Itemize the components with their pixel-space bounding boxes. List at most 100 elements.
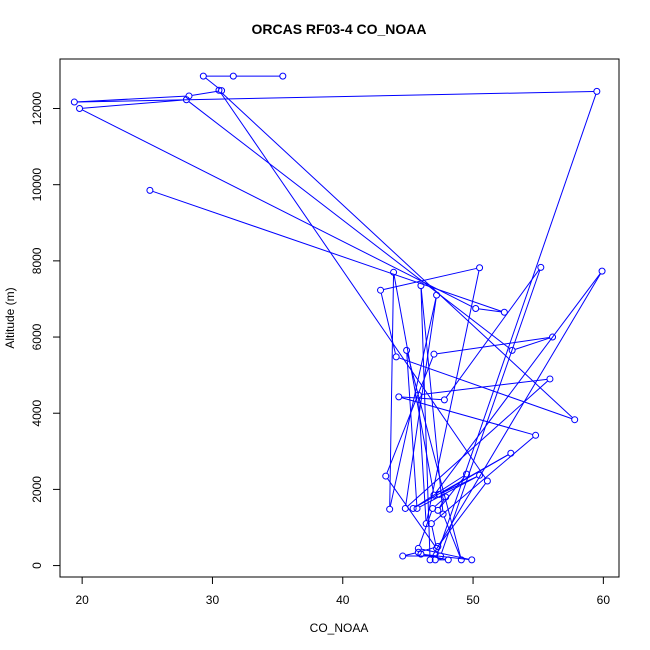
data-point xyxy=(377,286,385,294)
data-point xyxy=(442,493,450,501)
y-axis: 0 2000 4000 6000 8000 10000 12000 xyxy=(30,92,60,569)
series-segment xyxy=(421,378,547,396)
data-point xyxy=(593,87,601,95)
data-point xyxy=(76,105,84,113)
series-segment xyxy=(515,337,550,350)
series-segment xyxy=(437,337,550,355)
y-tick-label: 4000 xyxy=(30,400,44,427)
data-point xyxy=(431,556,439,564)
data-point xyxy=(457,556,465,564)
data-point xyxy=(549,333,557,341)
series-segment xyxy=(418,398,427,521)
series-segment xyxy=(405,298,437,506)
data-point xyxy=(434,543,442,551)
data-point xyxy=(417,282,425,290)
series-segment xyxy=(431,273,601,558)
data-point xyxy=(532,431,540,439)
series-segment xyxy=(220,92,486,479)
data-point xyxy=(414,391,422,399)
data-point xyxy=(392,353,400,361)
series-segment xyxy=(205,77,220,90)
data-point xyxy=(468,556,476,564)
data-point xyxy=(395,393,403,401)
data-point xyxy=(430,350,438,358)
series-segment xyxy=(192,90,219,96)
series-segment xyxy=(478,308,502,313)
series-segment xyxy=(433,436,534,522)
series-segment xyxy=(441,270,541,554)
data-point xyxy=(435,490,443,498)
series-segment xyxy=(406,353,462,557)
x-tick-label: 60 xyxy=(597,593,611,607)
data-point xyxy=(430,491,438,499)
series-segment xyxy=(393,275,434,493)
series-segment xyxy=(389,298,437,507)
data-point xyxy=(70,98,78,106)
data-point xyxy=(414,548,422,556)
data-point xyxy=(500,308,508,316)
plot-frame xyxy=(59,58,620,578)
x-axis: 20 30 40 50 60 xyxy=(75,577,610,607)
data-point xyxy=(413,504,421,512)
data-point xyxy=(433,291,441,299)
data-point xyxy=(546,375,554,383)
series-segment xyxy=(431,526,437,546)
series-segment xyxy=(82,99,184,109)
series-segment xyxy=(405,552,416,556)
series-segment xyxy=(220,92,573,418)
data-point xyxy=(399,552,407,560)
x-tick-label: 30 xyxy=(206,593,220,607)
data-point xyxy=(427,520,435,528)
series-segment xyxy=(406,353,418,506)
data-point xyxy=(403,346,411,354)
x-tick-label: 50 xyxy=(466,593,480,607)
series-segment xyxy=(389,275,395,507)
data-point xyxy=(571,416,579,424)
data-point xyxy=(146,186,154,194)
data-point xyxy=(218,87,226,95)
data-point xyxy=(279,72,287,80)
data-point xyxy=(537,263,545,271)
data-point xyxy=(390,268,398,276)
series-segment xyxy=(387,478,436,547)
data-point xyxy=(440,396,448,404)
data-point xyxy=(414,544,422,552)
series-segment xyxy=(386,356,434,474)
data-point xyxy=(444,556,452,564)
y-tick-label: 8000 xyxy=(30,247,44,274)
data-point xyxy=(382,472,390,480)
series-segment xyxy=(418,511,433,546)
data-point xyxy=(476,471,484,479)
series-points xyxy=(70,72,606,564)
data-point xyxy=(472,304,480,312)
series-segment xyxy=(445,269,540,398)
y-tick-label: 0 xyxy=(30,562,44,569)
chart-title: ORCAS RF03-4 CO_NOAA xyxy=(251,21,426,37)
y-tick-label: 10000 xyxy=(30,168,44,202)
x-tick-label: 20 xyxy=(75,593,89,607)
data-point xyxy=(463,470,471,478)
data-point xyxy=(215,86,223,94)
series-segment xyxy=(419,476,477,508)
y-axis-label: Altitude (m) xyxy=(3,287,17,348)
series-segment xyxy=(77,95,186,103)
series-segment xyxy=(443,516,461,558)
series-segment xyxy=(435,94,597,557)
data-point xyxy=(439,510,447,518)
data-point xyxy=(483,477,491,485)
series-segment xyxy=(399,357,572,420)
series-segment xyxy=(439,483,486,545)
series-segment xyxy=(152,190,502,312)
data-point xyxy=(598,267,606,275)
series-segment xyxy=(441,454,509,494)
data-point xyxy=(508,346,516,354)
data-point xyxy=(507,449,515,457)
data-point xyxy=(229,72,237,80)
x-axis-label: CO_NOAA xyxy=(310,621,369,635)
data-point xyxy=(409,504,417,512)
data-point xyxy=(436,552,444,560)
y-tick-label: 2000 xyxy=(30,476,44,503)
data-point xyxy=(386,505,394,513)
x-tick-label: 40 xyxy=(336,593,350,607)
